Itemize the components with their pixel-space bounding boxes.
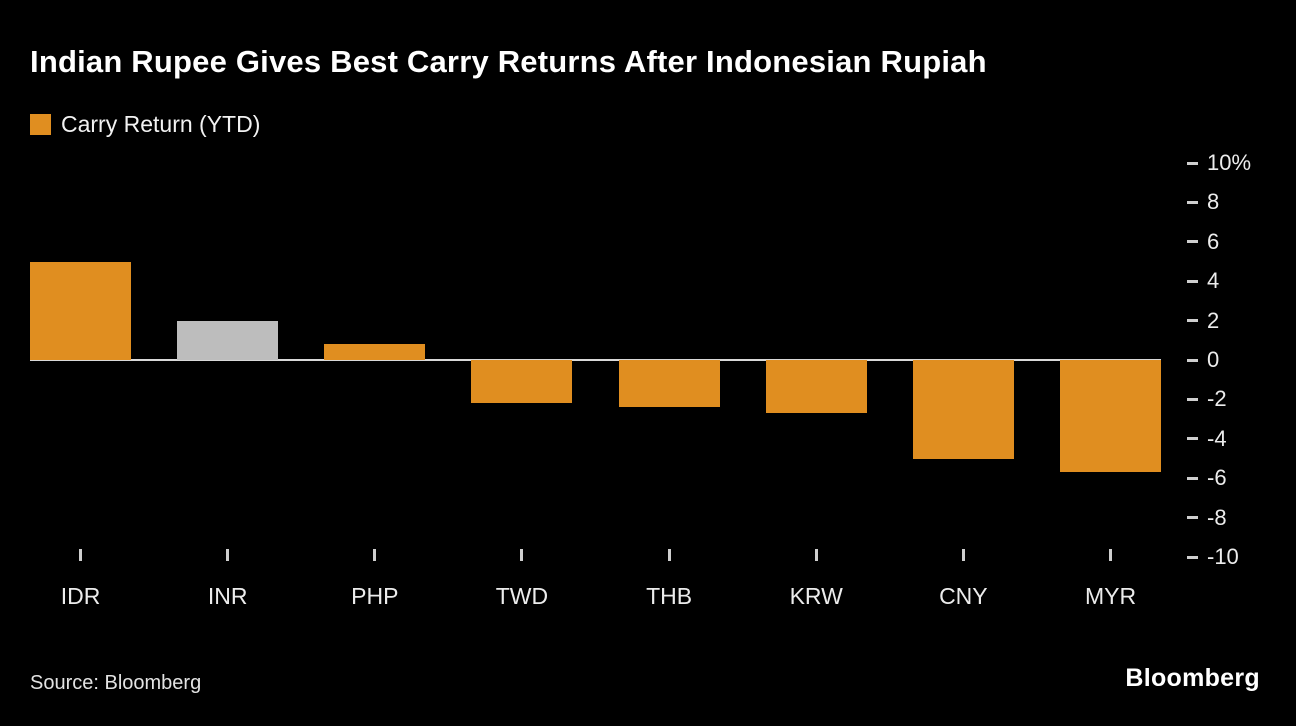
y-tick-dash [1187,279,1198,283]
x-label-myr: MYR [1084,583,1137,609]
x-tick-thb [667,549,671,561]
y-tick-label: 4 [1207,268,1220,294]
y-tick--2: -2 [1187,386,1227,412]
x-tick-twd [520,549,524,561]
y-tick-0: 0 [1187,347,1220,372]
y-tick-dash [1187,476,1198,480]
bar-krw [765,360,867,414]
x-label-php: PHP [351,583,399,609]
y-tick-label: -10 [1207,544,1239,569]
x-tick-cny [961,549,965,561]
y-tick-dash [1187,200,1198,204]
y-tick-8: 8 [1187,189,1220,215]
y-tick-dash [1187,555,1198,559]
bar-thb [618,360,720,408]
x-label-thb: THB [646,583,693,609]
bar-idr [30,261,131,360]
y-tick-dash [1187,319,1198,323]
x-label-idr: IDR [60,583,101,609]
y-tick-dash [1187,397,1198,401]
y-tick-dash [1187,240,1198,244]
legend-swatch-carry-return [30,114,51,135]
y-tick-4: 4 [1187,268,1220,294]
y-tick-label: 10% [1207,150,1252,175]
y-tick-label: 0 [1207,347,1220,372]
bar-twd [471,360,573,404]
y-tick-2: 2 [1187,307,1220,333]
y-tick-label: 2 [1207,307,1220,333]
x-label-inr: INR [207,583,248,609]
zero-axis-line [30,359,1161,361]
bar-inr [177,320,279,360]
y-tick-6: 6 [1187,228,1220,254]
legend-label: Carry Return (YTD) [61,111,261,137]
x-tick-myr [1109,549,1112,561]
y-tick-label: 8 [1207,189,1220,215]
y-tick-label: -8 [1207,504,1227,530]
y-tick-dash [1187,161,1198,165]
x-tick-inr [226,549,230,561]
y-tick-label: 6 [1207,228,1220,254]
bar-cny [912,360,1014,459]
x-tick-idr [79,549,82,561]
y-tick-dash [1187,437,1198,441]
source-note: Source: Bloomberg [30,672,202,694]
x-label-krw: KRW [789,583,843,609]
bloomberg-logo: Bloomberg [1125,664,1260,692]
y-tick-label: -6 [1207,465,1227,491]
y-tick-dash [1187,516,1198,520]
bar-php [324,344,426,360]
bar-myr [1060,360,1161,473]
x-tick-php [373,549,377,561]
x-label-twd: TWD [495,583,549,609]
legend: Carry Return (YTD) [30,111,260,138]
x-label-cny: CNY [939,583,988,609]
y-tick-label: -4 [1207,425,1227,451]
y-tick--6: -6 [1187,465,1227,491]
chart-title: Indian Rupee Gives Best Carry Returns Af… [30,44,987,79]
x-tick-krw [814,549,818,561]
y-tick--8: -8 [1187,504,1227,530]
y-tick-10pct: 10% [1187,150,1252,175]
y-tick-dash [1187,358,1198,362]
y-tick--4: -4 [1187,425,1227,451]
y-tick--10: -10 [1187,544,1239,569]
y-tick-label: -2 [1207,386,1227,412]
